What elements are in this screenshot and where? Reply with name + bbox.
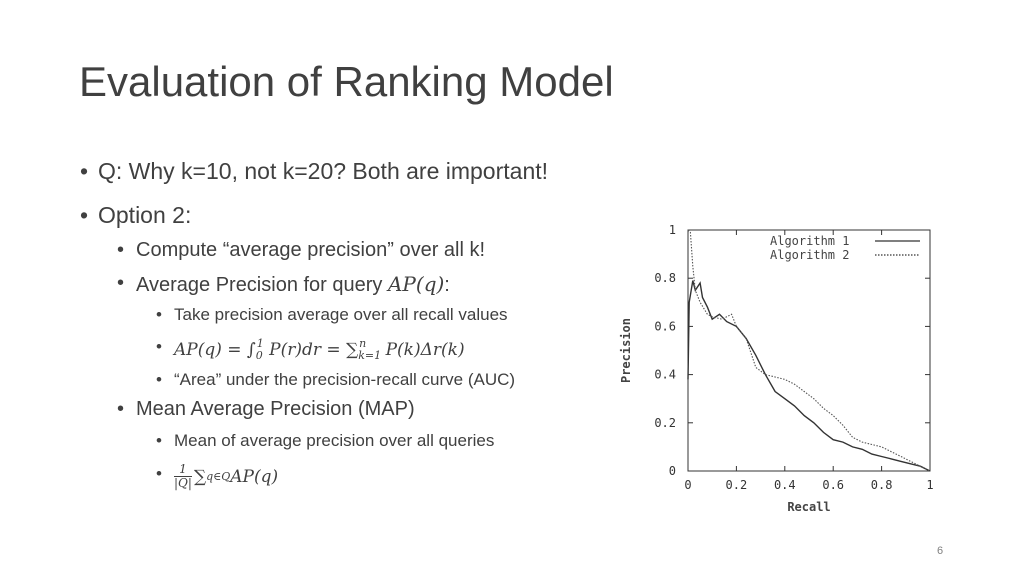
bullet-marker: • (117, 398, 125, 420)
ap-formula-mid: P(r)dr = ∑ (263, 340, 359, 360)
x-tick-label: 0.2 (726, 478, 748, 492)
y-axis-label: Precision (619, 318, 633, 383)
integral-upper: 1 (256, 337, 264, 350)
bullet-area: • “Area” under the precision-recall curv… (156, 370, 515, 390)
x-tick-label: 0.6 (822, 478, 844, 492)
x-axis-label: Recall (787, 500, 830, 514)
bullet-text: “Area” under the precision-recall curve … (174, 370, 516, 389)
bullet-option2: • Option 2: (80, 202, 191, 229)
bullet-marker: • (117, 239, 125, 261)
page-number: 6 (937, 545, 944, 557)
bullet-marker: • (117, 272, 125, 294)
bullet-text: Q: Why k=10, not k=20? Both are importan… (98, 158, 549, 184)
map-sum-sub: q∈Q (206, 470, 231, 483)
bullet-text: Average Precision for query (136, 274, 388, 296)
bullet-marker: • (156, 370, 162, 389)
bullet-marker: • (156, 305, 162, 324)
y-tick-label: 0 (669, 464, 676, 478)
bullet-marker: • (156, 464, 162, 483)
bullet-ap-formula: • AP(q) = ∫01 P(r)dr = ∑k=1n P(k)Δr(k) (156, 337, 465, 362)
plot-area: 0 0.2 0.4 0.6 0.8 1 0 0.2 0.4 0.6 0.8 1 Recall Precis… (619, 223, 934, 514)
ap-formula-left: AP(q) = ∫ (174, 340, 256, 360)
y-tick-label: 0.6 (654, 319, 676, 333)
bullet-marker: • (80, 202, 89, 228)
ap-formula: AP(q) = ∫01 P(r)dr = ∑k=1n P(k)Δr(k) (174, 337, 465, 362)
x-tick-label: 0.4 (774, 478, 796, 492)
map-formula: 1 |Q| ∑ q∈Q AP(q) (174, 463, 278, 490)
ap-query-math: AP(q) (387, 272, 445, 296)
bullet-marker: • (156, 337, 162, 356)
bullet-marker: • (80, 158, 89, 184)
legend-label-2: Algorithm 2 (770, 248, 849, 262)
ap-query-colon: : (444, 274, 450, 296)
map-sum: ∑ (193, 466, 207, 487)
x-tick-label: 0.8 (871, 478, 893, 492)
bullet-text: Option 2: (98, 202, 192, 228)
bullet-map: • Mean Average Precision (MAP) (117, 398, 415, 421)
bullet-text: Mean of average precision over all queri… (174, 431, 495, 450)
bullet-text: Compute “average precision” over all k! (136, 239, 486, 261)
integral-lower: 0 (255, 349, 263, 362)
y-tick-label: 0.2 (654, 416, 676, 430)
bullet-ap-query: • Average Precision for query AP(q): (117, 272, 450, 297)
map-fraction: 1 |Q| (174, 463, 192, 490)
bullet-text: Take precision average over all recall v… (174, 305, 508, 324)
bullet-mean-avg: • Mean of average precision over all que… (156, 431, 494, 451)
sum-upper: n (359, 337, 367, 350)
ap-formula-right: P(k)Δr(k) (380, 340, 465, 360)
legend-label-1: Algorithm 1 (770, 234, 849, 248)
map-frac-den: |Q| (174, 476, 192, 490)
bullet-text: Mean Average Precision (MAP) (136, 398, 415, 420)
map-frac-num: 1 (174, 463, 192, 477)
bullet-question: • Q: Why k=10, not k=20? Both are import… (80, 158, 548, 185)
map-rest: AP(q) (230, 466, 279, 487)
precision-recall-chart: 0 0.2 0.4 0.6 0.8 1 0 0.2 0.4 0.6 0.8 1 Recall Precis… (619, 223, 934, 514)
bullet-compute: • Compute “average precision” over all k… (117, 239, 485, 262)
y-tick-label: 0.8 (654, 271, 676, 285)
sum-lower: k=1 (358, 349, 382, 362)
plot-frame (687, 229, 931, 472)
y-tick-label: 0.4 (654, 368, 676, 382)
slide-title: Evaluation of Ranking Model (79, 58, 614, 105)
bullet-take-average: • Take precision average over all recall… (156, 305, 508, 325)
x-tick-label: 0 (684, 478, 691, 492)
x-tick-label: 1 (926, 478, 933, 492)
series-line-2 (687, 229, 931, 472)
bullet-map-formula: • 1 |Q| ∑ q∈Q AP(q) (156, 458, 278, 490)
series-line-1 (687, 280, 931, 472)
y-tick-label: 1 (669, 223, 676, 237)
bullet-marker: • (156, 431, 162, 450)
